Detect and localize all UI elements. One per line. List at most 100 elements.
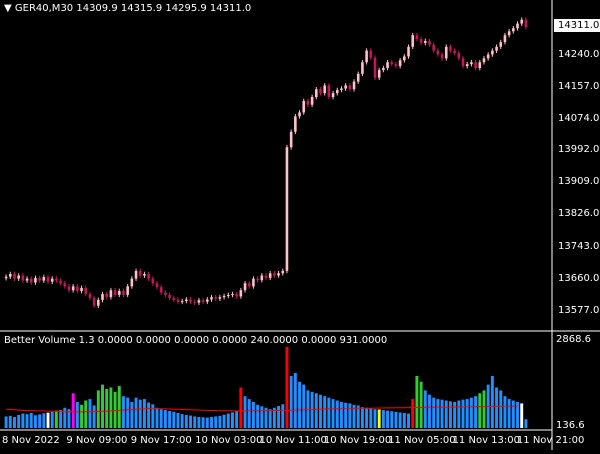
candle bbox=[369, 48, 373, 60]
candle bbox=[113, 287, 117, 298]
volume-max-label: 2868.6 bbox=[556, 334, 591, 345]
volume-bar bbox=[419, 381, 423, 428]
candle bbox=[101, 291, 104, 303]
candle-body bbox=[222, 296, 226, 298]
volume-bar bbox=[356, 405, 360, 428]
candle-body bbox=[67, 286, 71, 291]
volume-bar bbox=[453, 401, 457, 428]
candle-body bbox=[164, 292, 167, 295]
candle-body bbox=[21, 275, 25, 281]
candle-body bbox=[323, 85, 326, 94]
candle bbox=[394, 61, 398, 69]
candle bbox=[164, 290, 167, 298]
candle-body bbox=[172, 297, 176, 300]
volume-bar bbox=[260, 406, 264, 428]
candle bbox=[105, 291, 109, 300]
candle bbox=[398, 57, 402, 69]
candle-body bbox=[84, 287, 88, 295]
candle-body bbox=[268, 273, 272, 278]
candle bbox=[478, 59, 482, 71]
candle-body bbox=[390, 62, 394, 65]
candle bbox=[117, 288, 121, 298]
candle bbox=[176, 297, 180, 305]
candle-body bbox=[319, 89, 322, 94]
candle bbox=[50, 276, 54, 285]
candle bbox=[59, 278, 62, 286]
volume-bar bbox=[201, 417, 205, 428]
volume-bar bbox=[109, 387, 113, 428]
candle-body bbox=[327, 85, 331, 98]
candle bbox=[507, 29, 511, 38]
candle-body bbox=[503, 35, 507, 43]
candle-body bbox=[411, 35, 415, 47]
volume-bar bbox=[339, 401, 343, 428]
candle-body bbox=[113, 290, 117, 295]
candle-body bbox=[252, 278, 255, 287]
candle-body bbox=[499, 42, 503, 47]
price-tick-label: 13992.0 bbox=[558, 144, 600, 156]
candle bbox=[474, 59, 477, 71]
price-tick-label: 14074.0 bbox=[558, 112, 600, 124]
candle-body bbox=[117, 290, 121, 295]
candle bbox=[243, 280, 247, 293]
time-tick-label: 10 Nov 03:00 bbox=[195, 435, 263, 446]
candle bbox=[226, 292, 230, 299]
candle bbox=[486, 52, 490, 61]
candle-body bbox=[440, 54, 444, 59]
volume-bar bbox=[189, 415, 193, 428]
candle-body bbox=[243, 283, 247, 291]
candle bbox=[13, 271, 16, 281]
candle bbox=[491, 48, 494, 57]
candle-body bbox=[306, 100, 310, 105]
candle-body bbox=[80, 287, 83, 291]
volume-bar bbox=[469, 397, 473, 428]
volume-histogram bbox=[4, 346, 528, 428]
volume-bar bbox=[268, 409, 272, 428]
candle-body bbox=[201, 300, 205, 302]
volume-bar bbox=[331, 399, 335, 428]
candle-body bbox=[109, 290, 113, 298]
candle-body bbox=[176, 299, 180, 302]
candle bbox=[503, 32, 507, 45]
candle bbox=[97, 297, 100, 308]
candle bbox=[185, 297, 188, 304]
volume-bar bbox=[63, 407, 67, 428]
candle-body bbox=[151, 278, 155, 284]
candle-body bbox=[344, 85, 347, 89]
dropdown-triangle-icon[interactable]: ▼ bbox=[4, 3, 12, 14]
candle-body bbox=[524, 19, 528, 28]
volume-bar bbox=[159, 409, 163, 428]
price-tick-label: 14157.0 bbox=[558, 80, 600, 92]
candle-body bbox=[428, 40, 431, 45]
candle-body bbox=[138, 270, 142, 276]
time-tick-label: 10 Nov 11:00 bbox=[259, 435, 327, 446]
volume-bar bbox=[285, 346, 289, 428]
volume-bar bbox=[478, 393, 482, 428]
volume-bar bbox=[180, 414, 184, 428]
candle-body bbox=[214, 297, 217, 299]
candle-body bbox=[315, 89, 318, 98]
volume-bar bbox=[21, 413, 25, 428]
volume-bar bbox=[398, 412, 402, 428]
candle-body bbox=[185, 299, 188, 302]
candle-body bbox=[348, 85, 352, 90]
volume-bar bbox=[134, 397, 138, 428]
candle-body bbox=[369, 50, 373, 58]
candle-body bbox=[180, 301, 184, 303]
volume-bar bbox=[210, 417, 213, 428]
candle-body bbox=[247, 283, 251, 287]
candle-body bbox=[470, 62, 473, 65]
volume-bar bbox=[168, 410, 172, 428]
volume-bar bbox=[415, 375, 419, 428]
candle-body bbox=[38, 277, 41, 281]
candle-body bbox=[444, 46, 448, 59]
time-tick-label: 9 Nov 09:00 bbox=[66, 435, 128, 446]
volume-bar bbox=[411, 399, 415, 428]
candle-body bbox=[29, 278, 33, 283]
candle bbox=[147, 271, 150, 281]
volume-bar bbox=[147, 402, 151, 428]
candle-body bbox=[382, 68, 385, 70]
candle bbox=[361, 59, 364, 77]
